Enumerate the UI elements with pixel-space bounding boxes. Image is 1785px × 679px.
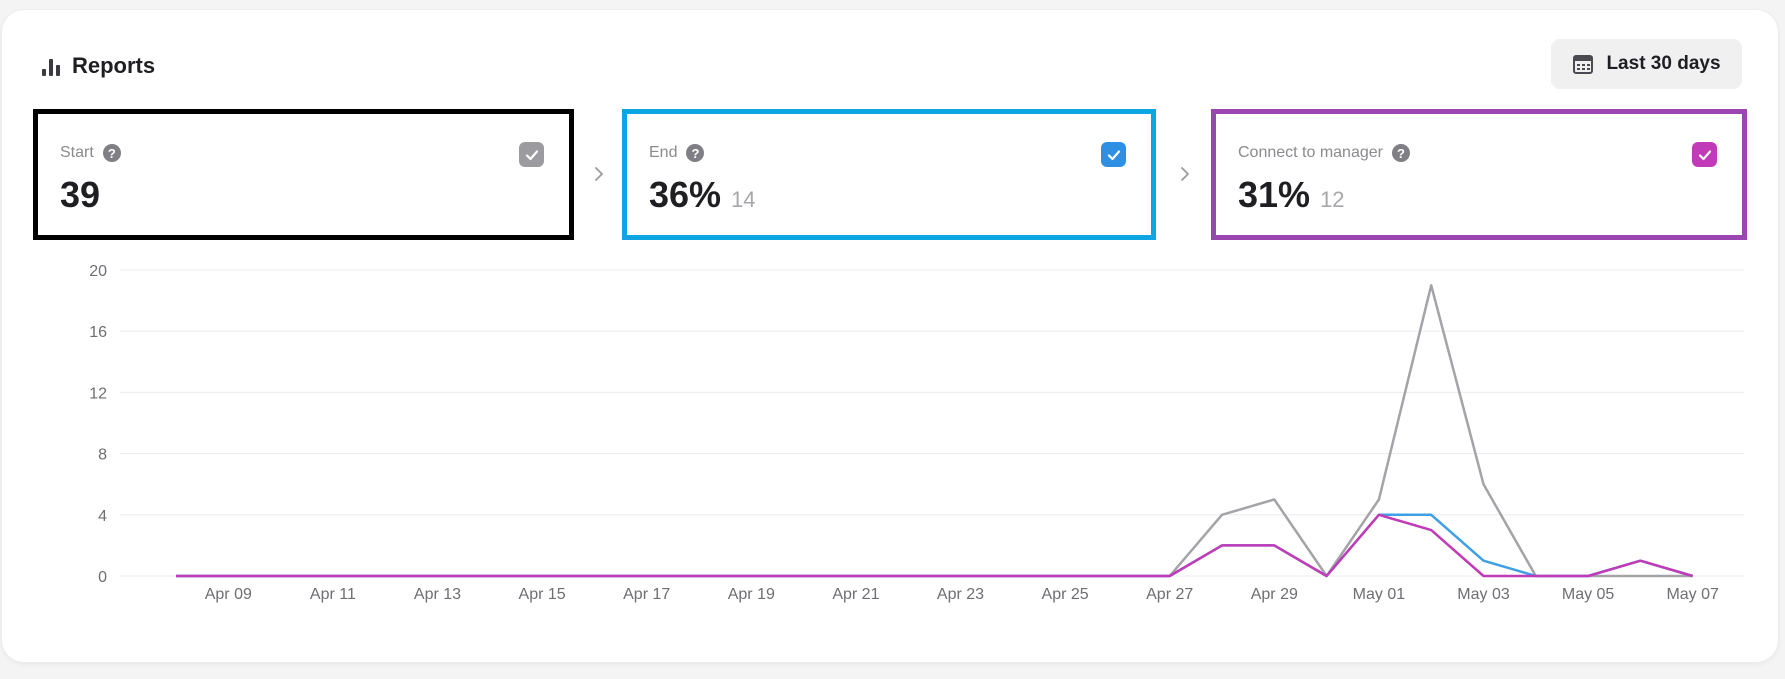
help-icon[interactable]: ? [102,144,121,162]
stat-card-start[interactable]: Start ? 39 [33,109,574,240]
help-icon[interactable]: ? [686,144,705,162]
series-toggle-checkbox[interactable] [1101,142,1126,167]
help-icon[interactable]: ? [1391,144,1410,162]
stat-value: 39 [60,174,101,215]
stat-label: Start [60,144,94,161]
check-icon [525,149,538,160]
stat-count: 12 [1320,187,1345,212]
series-toggle-checkbox[interactable] [519,142,544,167]
check-icon [1698,149,1711,160]
page-title: Reports [72,53,156,78]
reports-header: Reports [40,52,155,80]
stat-label: End [649,144,678,161]
stat-value: 31% [1238,174,1311,215]
stat-card-connect-to-manager[interactable]: Connect to manager ? 31% 12 [1211,109,1747,240]
chevron-right-icon [595,167,603,181]
stat-card-end[interactable]: End ? 36% 14 [622,109,1156,240]
chevron-right-icon [1181,167,1189,181]
stat-count: 14 [731,187,756,212]
stat-label: Connect to manager [1238,144,1383,161]
calendar-icon [1573,55,1594,74]
series-toggle-checkbox[interactable] [1692,142,1717,167]
date-range-button[interactable]: Last 30 days [1551,39,1742,89]
date-range-label: Last 30 days [1606,53,1721,74]
stat-value: 36% [649,174,722,215]
reports-card [2,10,1778,662]
bar-chart-icon [42,59,60,76]
check-icon [1107,149,1120,160]
